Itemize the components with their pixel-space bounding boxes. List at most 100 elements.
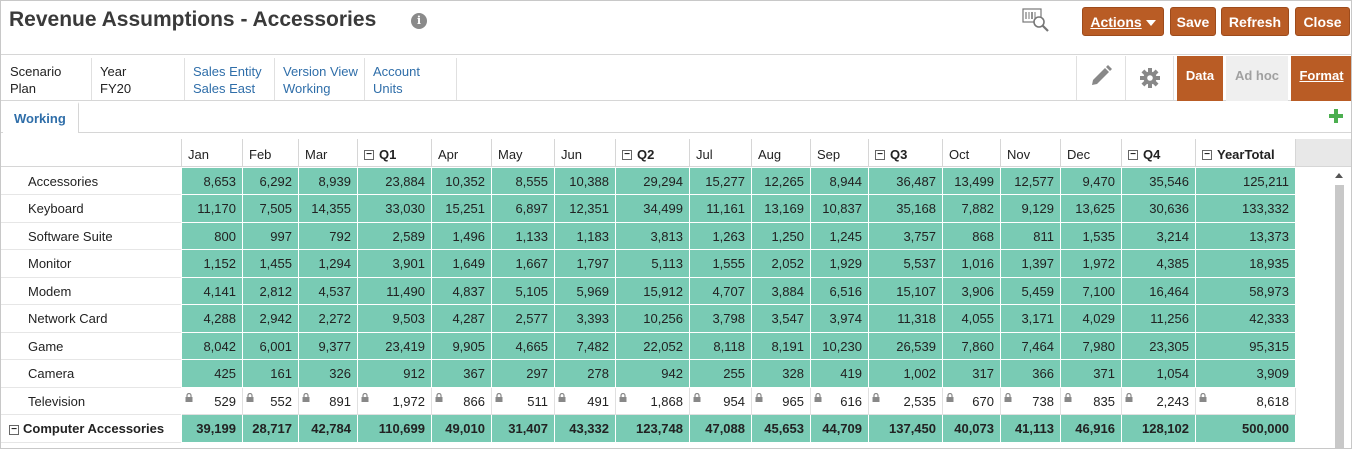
column-header-q3[interactable]: − Q3	[869, 139, 943, 167]
data-cell[interactable]: 3,974	[811, 305, 869, 333]
data-cell[interactable]: 13,373	[1196, 223, 1296, 250]
data-cell[interactable]: 1,294	[299, 250, 358, 278]
data-cell[interactable]: 4,288	[182, 305, 243, 333]
data-cell[interactable]: 1,649	[432, 250, 492, 278]
data-cell[interactable]: 1,397	[1001, 250, 1061, 278]
data-cell[interactable]: 11,490	[358, 278, 432, 305]
data-cell[interactable]: 35,546	[1122, 168, 1196, 195]
data-cell[interactable]: 161	[243, 360, 299, 388]
data-cell[interactable]: 419	[811, 360, 869, 388]
data-cell[interactable]: 10,352	[432, 168, 492, 195]
data-cell[interactable]: 23,419	[358, 333, 432, 360]
add-icon[interactable]	[1328, 108, 1344, 124]
data-cell[interactable]: 42,333	[1196, 305, 1296, 333]
data-cell[interactable]: 4,287	[432, 305, 492, 333]
collapse-icon[interactable]: −	[875, 150, 885, 160]
data-cell[interactable]: 328	[752, 360, 811, 388]
data-cell[interactable]: 29,294	[616, 168, 690, 195]
column-header-q1[interactable]: − Q1	[358, 139, 432, 167]
data-cell[interactable]: 792	[299, 223, 358, 250]
data-cell[interactable]: 4,665	[492, 333, 555, 360]
data-cell[interactable]: 45,653	[752, 415, 811, 443]
data-cell[interactable]: 7,100	[1061, 278, 1122, 305]
tab-format[interactable]: Format	[1291, 56, 1351, 101]
data-cell[interactable]: 12,265	[752, 168, 811, 195]
data-cell[interactable]: 3,757	[869, 223, 943, 250]
data-cell[interactable]: 11,170	[182, 195, 243, 223]
data-cell[interactable]: 367	[432, 360, 492, 388]
data-cell[interactable]: 41,113	[1001, 415, 1061, 443]
data-cell[interactable]: 1,667	[492, 250, 555, 278]
data-cell[interactable]: 5,969	[555, 278, 616, 305]
data-cell[interactable]: 15,251	[432, 195, 492, 223]
data-cell[interactable]: 1,002	[869, 360, 943, 388]
data-cell[interactable]: 3,171	[1001, 305, 1061, 333]
scrollbar-thumb[interactable]	[1335, 185, 1344, 448]
data-cell[interactable]: 137,450	[869, 415, 943, 443]
data-cell[interactable]: 36,487	[869, 168, 943, 195]
data-cell[interactable]: 23,884	[358, 168, 432, 195]
data-cell[interactable]: 5,105	[492, 278, 555, 305]
data-cell[interactable]: 33,030	[358, 195, 432, 223]
data-cell[interactable]: 10,256	[616, 305, 690, 333]
data-cell[interactable]: 5,459	[1001, 278, 1061, 305]
collapse-icon[interactable]: −	[364, 150, 374, 160]
data-cell[interactable]: 10,230	[811, 333, 869, 360]
data-cell[interactable]: 2,272	[299, 305, 358, 333]
data-cell[interactable]: 1,152	[182, 250, 243, 278]
info-icon[interactable]: i	[411, 13, 427, 29]
data-cell[interactable]: 3,393	[555, 305, 616, 333]
data-cell[interactable]: 16,464	[1122, 278, 1196, 305]
data-cell[interactable]: 255	[690, 360, 752, 388]
data-cell[interactable]: 8,042	[182, 333, 243, 360]
scroll-up-icon[interactable]	[1335, 173, 1343, 178]
data-cell[interactable]: 800	[182, 223, 243, 250]
data-cell[interactable]: 15,912	[616, 278, 690, 305]
save-button[interactable]: Save	[1170, 7, 1216, 36]
data-cell[interactable]: 317	[943, 360, 1001, 388]
data-cell[interactable]: 1,263	[690, 223, 752, 250]
data-cell[interactable]: 1,183	[555, 223, 616, 250]
collapse-icon[interactable]: −	[1128, 150, 1138, 160]
data-cell[interactable]: 4,385	[1122, 250, 1196, 278]
data-cell[interactable]: 371	[1061, 360, 1122, 388]
pov-sales-entity[interactable]: Sales Entity Sales East	[193, 63, 262, 97]
data-cell[interactable]: 4,055	[943, 305, 1001, 333]
data-cell[interactable]: 2,942	[243, 305, 299, 333]
data-cell[interactable]: 297	[492, 360, 555, 388]
column-header-q2[interactable]: − Q2	[616, 139, 690, 167]
data-cell[interactable]: 40,073	[943, 415, 1001, 443]
data-cell[interactable]: 22,052	[616, 333, 690, 360]
data-cell[interactable]: 8,939	[299, 168, 358, 195]
data-cell[interactable]: 125,211	[1196, 168, 1296, 195]
data-cell[interactable]: 366	[1001, 360, 1061, 388]
data-cell[interactable]: 11,318	[869, 305, 943, 333]
data-cell[interactable]: 12,351	[555, 195, 616, 223]
data-cell[interactable]: 912	[358, 360, 432, 388]
data-cell[interactable]: 9,129	[1001, 195, 1061, 223]
data-cell[interactable]: 15,277	[690, 168, 752, 195]
data-cell[interactable]: 5,537	[869, 250, 943, 278]
actions-button[interactable]: Actions	[1082, 7, 1164, 36]
pov-version-view[interactable]: Version View Working	[283, 63, 358, 97]
data-cell[interactable]: 1,455	[243, 250, 299, 278]
data-cell[interactable]: 23,305	[1122, 333, 1196, 360]
data-cell[interactable]: 997	[243, 223, 299, 250]
data-cell[interactable]: 18,935	[1196, 250, 1296, 278]
data-cell[interactable]: 9,503	[358, 305, 432, 333]
data-cell[interactable]: 1,972	[1061, 250, 1122, 278]
data-cell[interactable]: 133,332	[1196, 195, 1296, 223]
data-cell[interactable]: 47,088	[690, 415, 752, 443]
data-cell[interactable]: 35,168	[869, 195, 943, 223]
data-cell[interactable]: 3,906	[943, 278, 1001, 305]
edit-tool[interactable]	[1076, 56, 1125, 100]
data-cell[interactable]: 1,016	[943, 250, 1001, 278]
data-cell[interactable]: 39,199	[182, 415, 243, 443]
data-cell[interactable]: 1,535	[1061, 223, 1122, 250]
data-cell[interactable]: 1,496	[432, 223, 492, 250]
data-cell[interactable]: 34,499	[616, 195, 690, 223]
data-cell[interactable]: 1,133	[492, 223, 555, 250]
data-cell[interactable]: 7,464	[1001, 333, 1061, 360]
data-cell[interactable]: 6,516	[811, 278, 869, 305]
barcode-search-icon[interactable]	[1022, 7, 1050, 33]
